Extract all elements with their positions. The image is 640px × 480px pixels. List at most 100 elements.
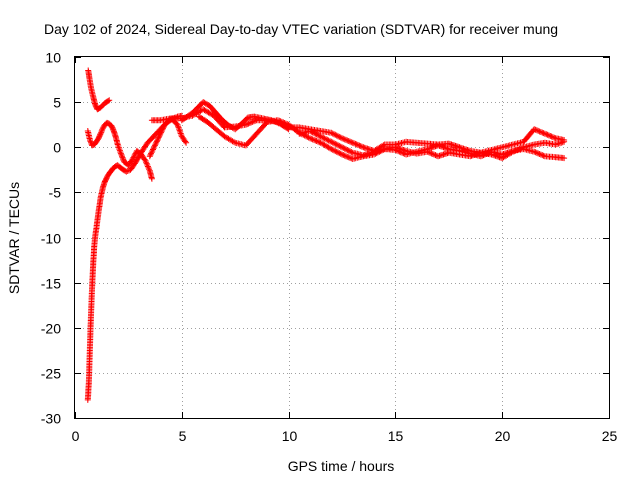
data-point xyxy=(485,149,492,156)
x-tick-label: 15 xyxy=(388,428,404,444)
data-point xyxy=(328,146,335,153)
data-point xyxy=(344,147,351,153)
data-point xyxy=(337,134,344,141)
data-point xyxy=(335,133,341,140)
data-point xyxy=(230,138,237,145)
x-tick-label: 20 xyxy=(495,428,511,444)
data-point xyxy=(540,152,547,159)
data-point xyxy=(317,133,324,140)
series-arc-8 xyxy=(296,128,568,162)
x-axis-label: GPS time / hours xyxy=(288,458,395,474)
data-point xyxy=(400,150,407,157)
y-tick-label: -10 xyxy=(41,231,61,247)
data-point xyxy=(481,151,488,158)
data-point xyxy=(340,135,347,142)
axis-layer: 0 5 10 15 20 25 -30 -25 -20 -15 -10 -5 0 5 10 xyxy=(41,50,618,445)
data-point xyxy=(429,151,436,157)
data-point xyxy=(142,157,149,164)
data-point xyxy=(328,129,335,136)
data-point xyxy=(150,146,156,153)
data-point xyxy=(315,132,321,139)
data-point xyxy=(347,148,353,155)
data-point xyxy=(344,153,351,160)
data-point xyxy=(308,128,315,135)
data-point xyxy=(145,164,152,171)
data-point xyxy=(124,168,131,174)
data-point xyxy=(246,120,253,126)
data-point xyxy=(154,137,161,144)
data-point xyxy=(151,143,158,150)
data-point xyxy=(148,149,155,156)
y-tick-label: -30 xyxy=(41,411,61,427)
data-point xyxy=(276,117,283,124)
data-point xyxy=(319,134,325,141)
data-point xyxy=(333,141,340,148)
data-point xyxy=(316,132,323,139)
y-axis-label: SDTVAR / TECUs xyxy=(6,182,22,294)
data-point xyxy=(432,152,439,159)
data-point xyxy=(336,133,343,140)
data-point xyxy=(335,149,341,156)
data-point xyxy=(396,148,403,155)
y-tick-label: 10 xyxy=(45,50,61,66)
x-tick-label: 0 xyxy=(72,428,80,444)
y-tick-label: -20 xyxy=(41,321,61,337)
data-point xyxy=(204,101,210,108)
data-point xyxy=(353,141,360,148)
data-point xyxy=(311,136,317,143)
data-point xyxy=(303,133,309,140)
data-point xyxy=(313,131,320,138)
data-point xyxy=(337,143,344,150)
y-tick-label: -25 xyxy=(41,366,61,382)
data-point xyxy=(336,150,343,157)
data-point xyxy=(315,138,321,145)
data-point xyxy=(249,118,256,125)
data-point xyxy=(329,130,336,137)
data-point xyxy=(304,133,311,140)
data-point xyxy=(337,150,344,157)
data-point xyxy=(155,134,162,141)
data-point xyxy=(143,159,150,166)
data-point xyxy=(146,166,153,173)
data-point xyxy=(532,149,539,156)
data-point xyxy=(307,128,313,134)
data-point xyxy=(549,134,556,141)
data-point xyxy=(312,130,319,137)
data-point xyxy=(332,140,339,147)
data-point xyxy=(320,134,327,141)
data-point xyxy=(313,138,320,144)
data-point xyxy=(147,151,154,158)
plot-frame xyxy=(74,56,610,419)
data-point xyxy=(311,130,317,136)
data-point xyxy=(119,154,126,161)
x-tick-label: 25 xyxy=(602,428,618,444)
grid-layer xyxy=(75,57,609,418)
data-point xyxy=(343,136,349,143)
data-point xyxy=(340,152,347,158)
data-point xyxy=(327,138,333,145)
data-point xyxy=(97,130,104,137)
data-point xyxy=(105,98,112,104)
data-point xyxy=(333,132,340,139)
data-point xyxy=(544,131,551,138)
data-point xyxy=(148,150,154,157)
data-point xyxy=(157,130,164,137)
data-point xyxy=(533,149,540,156)
data-point xyxy=(341,145,348,152)
data-point xyxy=(397,149,404,156)
data-point xyxy=(99,126,106,133)
data-point xyxy=(183,139,190,146)
data-point xyxy=(545,132,552,139)
data-point xyxy=(143,160,150,167)
data-point xyxy=(332,131,339,138)
data-point xyxy=(339,144,345,151)
data-point xyxy=(357,143,364,150)
data-point xyxy=(152,141,159,148)
data-point xyxy=(331,131,337,138)
data-point xyxy=(541,130,548,137)
data-point xyxy=(329,139,336,146)
data-point xyxy=(150,145,157,152)
data-point xyxy=(149,147,156,154)
x-tick-label: 5 xyxy=(179,428,187,444)
